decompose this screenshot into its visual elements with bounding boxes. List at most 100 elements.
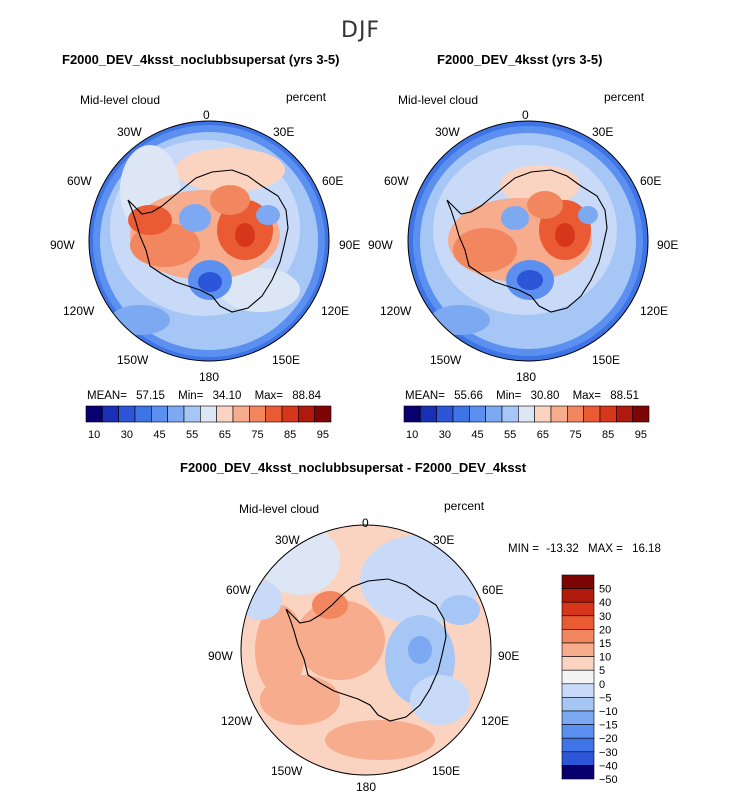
colorbar2-swatch — [501, 405, 519, 423]
map1-lon-150w: 150W — [117, 353, 149, 367]
panel1-min-value: 34.10 — [212, 390, 242, 402]
map3-lon-60e: 60E — [482, 583, 504, 597]
colorbar1-swatch — [265, 405, 283, 423]
colorbar3-swatch — [561, 615, 595, 630]
map2-lon-30e: 30E — [592, 125, 614, 139]
panel1-min-label: Min= — [178, 390, 204, 402]
colorbar3-tick-label: −30 — [599, 747, 618, 759]
colorbar3-tick-label: 10 — [599, 652, 611, 664]
colorbar3-swatch — [561, 588, 595, 603]
colorbar2-tick-label: 45 — [471, 429, 483, 441]
map1-lon-90e: 90E — [339, 238, 361, 252]
colorbar2-tick-label: 75 — [569, 429, 581, 441]
colorbar3-tick-label: −15 — [599, 720, 618, 732]
colorbar1-swatch — [134, 405, 152, 423]
panel1-max-label: Max= — [254, 390, 284, 402]
map3-lon-90w: 90W — [208, 649, 233, 663]
map3-coastline — [285, 578, 447, 722]
colorbar2-swatch — [534, 405, 552, 423]
colorbar1-swatch — [151, 405, 168, 423]
colorbar2-tick-label: 85 — [602, 429, 614, 441]
panel1-stats: MEAN= 57.15 Min= 34.10 Max= 88.84 — [87, 390, 321, 402]
map1-boundary — [88, 120, 330, 362]
colorbar2-swatch — [616, 405, 633, 423]
map3-lon-0: 0 — [362, 516, 369, 530]
colorbar1-swatch — [85, 405, 103, 423]
colorbar3-swatch — [561, 574, 595, 589]
map2-lon-90e: 90E — [657, 238, 679, 252]
map2-lon-30w: 30W — [435, 125, 460, 139]
colorbar1-tick-label: 55 — [186, 429, 198, 441]
colorbar2-swatch — [632, 405, 650, 423]
colorbar2-swatch — [452, 405, 470, 423]
colorbar3-swatch — [561, 697, 595, 712]
map2-lon-180: 180 — [516, 370, 537, 384]
panel1-mean-label: MEAN= — [87, 390, 127, 402]
colorbar2-tick-label: 55 — [504, 429, 516, 441]
colorbar3-tick-label: −10 — [599, 706, 618, 718]
colorbar3-tick-label: −20 — [599, 733, 618, 745]
panel2-max-label: Max= — [572, 390, 602, 402]
map3-lon-30e: 30E — [433, 533, 455, 547]
map3-lon-30w: 30W — [275, 533, 300, 547]
colorbar3-tick-label: 40 — [599, 597, 611, 609]
map1-coastline — [127, 169, 289, 313]
colorbar1-swatch — [249, 405, 266, 423]
colorbar3-tick-label: 5 — [599, 665, 605, 677]
panel3-title: F2000_DEV_4ksst_noclubbsupersat - F2000_… — [180, 460, 527, 475]
map1-lon-60e: 60E — [322, 174, 344, 188]
colorbar2-swatch — [469, 405, 486, 423]
map1-lon-0: 0 — [203, 108, 210, 122]
colorbar1-swatch — [232, 405, 250, 423]
colorbar3-tick-label: −50 — [599, 774, 618, 786]
panel3-stats: MIN = -13.32 MAX = 16.18 — [508, 543, 661, 555]
colorbar-panel2: 10 30 45 55 65 75 85 95 — [403, 405, 650, 441]
colorbar2-tick-label: 95 — [635, 429, 647, 441]
map2-boundary — [407, 120, 649, 362]
colorbar3-swatch — [561, 669, 595, 685]
colorbar2-swatch — [599, 405, 617, 423]
map1-lon-150e: 150E — [272, 353, 301, 367]
map3-lon-120w: 120W — [221, 714, 253, 728]
panel1-mean-value: 57.15 — [136, 390, 165, 402]
colorbar3-tick-label: 0 — [599, 679, 605, 691]
colorbar2-swatch — [518, 405, 535, 423]
map1-lon-60w: 60W — [67, 174, 92, 188]
colorbar3-swatch — [561, 683, 595, 698]
colorbar2-swatch — [436, 405, 454, 423]
panel2-min-label: Min= — [496, 390, 522, 402]
map2-lon-0: 0 — [522, 108, 529, 122]
colorbar3-swatch — [561, 724, 595, 739]
map2-lon-90w: 90W — [368, 238, 393, 252]
colorbar1-swatch — [314, 405, 332, 423]
map3-lon-60w: 60W — [226, 583, 251, 597]
colorbar3-swatch — [561, 642, 595, 657]
colorbar2-swatch — [403, 405, 421, 423]
map3-lon-90e: 90E — [498, 649, 520, 663]
colorbar2-tick-label: 10 — [406, 429, 418, 441]
map2-lon-60w: 60W — [384, 174, 409, 188]
colorbar1-swatch — [298, 405, 315, 423]
panel3-variable: Mid-level cloud — [239, 502, 320, 516]
colorbar3-tick-label: 15 — [599, 638, 611, 650]
colorbar3-swatch — [561, 751, 595, 766]
map3-lon-120e: 120E — [481, 714, 510, 728]
colorbar1-swatch — [118, 405, 136, 423]
colorbar1-tick-label: 10 — [88, 429, 100, 441]
colorbar3-swatch — [561, 737, 595, 753]
panel3-max-value: 16.18 — [632, 543, 661, 555]
panel2-mean-value: 55.66 — [454, 390, 483, 402]
map3-lon-180: 180 — [356, 780, 377, 794]
map1-lon-120w: 120W — [63, 304, 95, 318]
panel2-units: percent — [604, 90, 645, 104]
colorbar2-swatch — [583, 405, 601, 423]
colorbar1-tick-label: 30 — [121, 429, 133, 441]
map2-lon-150w: 150W — [430, 353, 462, 367]
colorbar2-swatch — [420, 405, 437, 423]
map1-lon-90w: 90W — [50, 238, 75, 252]
panel3-min-value: -13.32 — [546, 543, 579, 555]
panel3-units: percent — [444, 499, 485, 513]
colorbar3-swatch — [561, 601, 595, 617]
map3-field — [241, 525, 491, 775]
